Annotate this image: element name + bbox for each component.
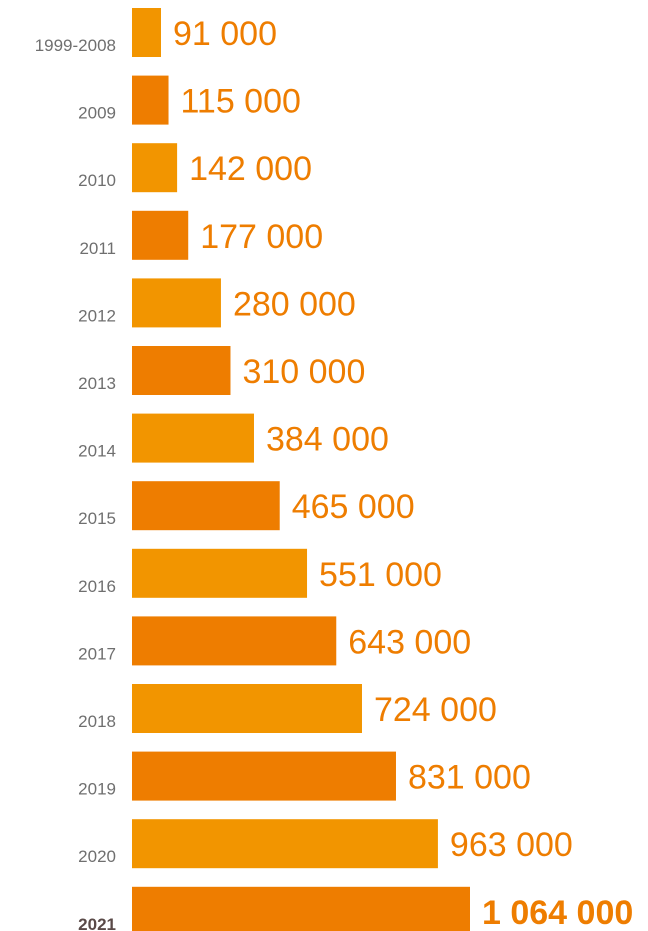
category-label-2009: 2009 <box>78 104 116 123</box>
value-label-2012: 280 000 <box>233 285 356 323</box>
value-label-1999-2008: 91 000 <box>173 15 277 53</box>
category-label-2021: 2021 <box>78 915 116 931</box>
bar-2013 <box>132 346 231 395</box>
category-label-2012: 2012 <box>78 306 116 325</box>
value-label-2018: 724 000 <box>374 691 497 729</box>
bar-2020 <box>132 819 438 869</box>
category-label-2013: 2013 <box>78 374 116 393</box>
category-label-2014: 2014 <box>78 442 116 461</box>
bar-2011 <box>132 210 189 260</box>
bar-2014 <box>132 413 254 463</box>
category-label-2010: 2010 <box>78 171 116 190</box>
value-label-2021: 1 064 000 <box>482 894 633 931</box>
value-label-2017: 643 000 <box>348 623 471 661</box>
bar-2019 <box>132 751 396 801</box>
bar-2021 <box>132 886 470 931</box>
bar-2012 <box>132 278 221 328</box>
bar-1999-2008 <box>132 8 161 57</box>
value-label-2019: 831 000 <box>408 759 531 797</box>
category-label-2015: 2015 <box>78 509 116 528</box>
bar-2015 <box>132 481 280 531</box>
category-label-2018: 2018 <box>78 712 116 731</box>
bar-2017 <box>132 616 337 666</box>
category-label-2020: 2020 <box>78 847 116 866</box>
value-label-2013: 310 000 <box>242 353 365 391</box>
value-label-2010: 142 000 <box>189 150 312 188</box>
value-label-2011: 177 000 <box>200 218 323 256</box>
value-label-2016: 551 000 <box>319 556 442 594</box>
value-label-2014: 384 000 <box>266 421 389 459</box>
bar-2010 <box>132 143 178 193</box>
value-label-2020: 963 000 <box>450 826 573 864</box>
category-label-1999-2008: 1999-2008 <box>35 36 116 55</box>
category-label-2017: 2017 <box>78 644 116 663</box>
category-label-2011: 2011 <box>79 239 116 258</box>
value-label-2015: 465 000 <box>292 488 415 526</box>
value-label-2009: 115 000 <box>181 83 301 121</box>
bar-2018 <box>132 684 362 733</box>
bar-2009 <box>132 75 169 125</box>
category-label-2016: 2016 <box>78 577 116 596</box>
bar-2016 <box>132 548 308 598</box>
category-label-2019: 2019 <box>78 780 116 799</box>
